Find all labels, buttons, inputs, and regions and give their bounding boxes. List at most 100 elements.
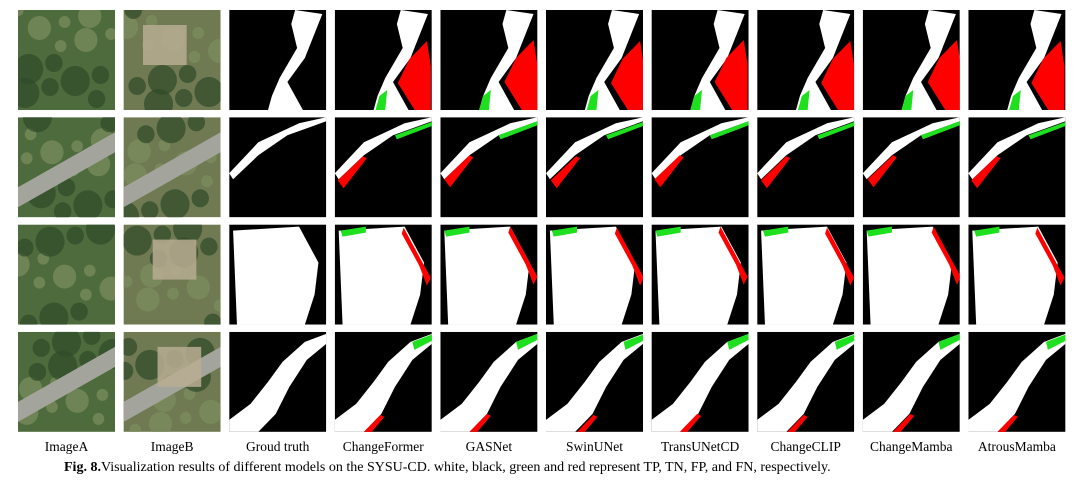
- vegetation: [160, 189, 190, 218]
- mask-true-positive: [690, 10, 745, 110]
- vegetation: [178, 65, 197, 83]
- tile: [440, 331, 538, 432]
- vegetation: [32, 338, 51, 357]
- vegetation: [194, 77, 221, 107]
- tile: [757, 331, 855, 432]
- tile: [862, 117, 960, 218]
- mask-false-negative: [679, 413, 702, 432]
- tile: [18, 224, 115, 325]
- vegetation: [186, 275, 210, 300]
- mask-true-positive: [584, 10, 640, 110]
- tile: [18, 331, 115, 432]
- tile: [862, 10, 960, 110]
- mask-true-positive: [229, 117, 327, 180]
- column-label: ImageA: [45, 439, 89, 454]
- mask-false-negative: [397, 41, 431, 110]
- mask-false-negative: [867, 155, 897, 188]
- mask-false-negative: [997, 414, 1018, 432]
- mask-false-negative: [610, 41, 643, 110]
- vegetation: [143, 89, 174, 110]
- vegetation: [65, 388, 89, 413]
- tile: [440, 224, 538, 325]
- mask-false-negative: [577, 414, 598, 432]
- mask-true-positive: [968, 333, 1066, 432]
- vegetation: [18, 54, 44, 84]
- mask-false-positive: [394, 122, 432, 140]
- vegetation: [87, 90, 106, 108]
- vegetation: [99, 276, 115, 301]
- vegetation: [92, 412, 105, 425]
- mask-false-positive: [498, 121, 538, 140]
- tile: [18, 10, 115, 110]
- mask-false-negative: [550, 156, 580, 189]
- mask-false-negative: [787, 414, 808, 432]
- mask-false-positive: [834, 334, 855, 350]
- vegetation: [19, 314, 38, 325]
- tile: [123, 331, 221, 432]
- vegetation: [123, 225, 152, 256]
- tile: [546, 331, 643, 432]
- vegetation: [175, 89, 193, 107]
- mask-false-negative: [614, 227, 643, 286]
- tile: [651, 331, 749, 432]
- tile: [229, 117, 327, 218]
- vegetation: [207, 39, 221, 63]
- vegetation: [73, 190, 103, 218]
- vegetation: [60, 66, 90, 96]
- mask-false-negative: [363, 414, 385, 432]
- vegetation: [22, 117, 52, 133]
- column-label: TransUNetCD: [661, 439, 740, 454]
- mask-false-positive: [763, 226, 789, 237]
- mask-false-negative: [401, 227, 431, 286]
- column-labels: ImageA ImageB Groud truth ChangeFormer GASNe…: [45, 439, 1056, 454]
- vegetation: [53, 202, 72, 218]
- tile: [546, 10, 643, 110]
- mask-false-positive: [412, 334, 432, 350]
- mask-true-positive: [972, 226, 1058, 325]
- mask-true-positive: [866, 226, 953, 325]
- tile: [757, 117, 855, 218]
- vegetation: [201, 175, 213, 188]
- mask-false-negative: [718, 226, 748, 285]
- caption-text: Visualization results of different model…: [101, 460, 831, 475]
- road: [18, 132, 115, 208]
- vegetation: [153, 225, 172, 244]
- construction: [152, 239, 197, 280]
- tile: [334, 10, 432, 110]
- vegetation: [124, 10, 143, 19]
- construction: [157, 346, 202, 387]
- column-label: SwinUNet: [566, 439, 623, 454]
- mask-true-positive: [1007, 10, 1062, 110]
- mask-true-positive: [338, 226, 425, 325]
- vegetation: [20, 152, 33, 165]
- mask-false-negative: [761, 156, 791, 189]
- tile: [968, 224, 1066, 325]
- mask-false-negative: [714, 40, 748, 110]
- mask-false-negative: [504, 40, 538, 110]
- vegetation: [204, 313, 221, 325]
- vegetation: [51, 331, 82, 357]
- vegetation: [18, 78, 40, 108]
- tile: [334, 117, 432, 218]
- mask-false-positive: [901, 90, 914, 110]
- vegetation: [148, 411, 173, 432]
- column-label: ChangeMamba: [870, 439, 952, 454]
- vegetation: [52, 264, 77, 289]
- vegetation: [39, 302, 69, 325]
- column-label: Groud truth: [246, 439, 310, 454]
- mask-true-positive: [901, 10, 956, 110]
- tile: [651, 10, 749, 110]
- mask-false-negative: [825, 227, 855, 286]
- mask-false-positive: [623, 334, 643, 350]
- mask-true-positive: [796, 10, 851, 110]
- vegetation: [145, 15, 158, 27]
- vegetation: [40, 140, 64, 165]
- mask-false-positive: [551, 226, 578, 237]
- mask-false-positive: [516, 333, 538, 350]
- mask-false-negative: [337, 156, 367, 189]
- mask-false-positive: [1028, 122, 1066, 140]
- road: [18, 346, 115, 422]
- tile: [862, 331, 960, 432]
- tile: [757, 224, 855, 325]
